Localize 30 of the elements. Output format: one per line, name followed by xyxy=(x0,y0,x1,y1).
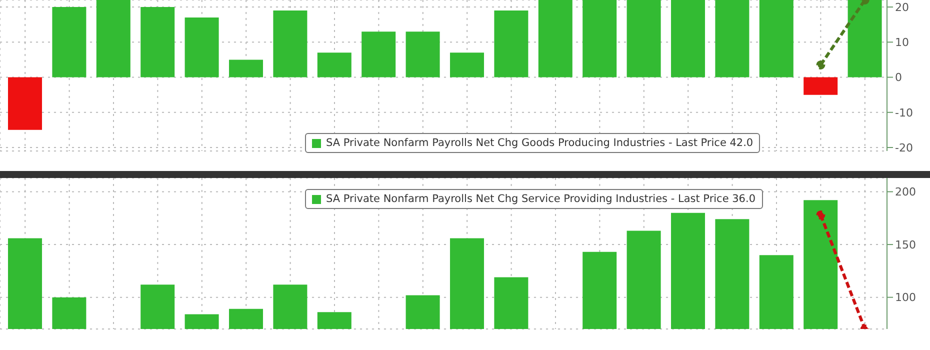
bar xyxy=(317,52,352,78)
bar xyxy=(715,0,750,78)
bar xyxy=(759,0,794,78)
bar xyxy=(450,52,484,78)
bar xyxy=(229,60,263,78)
legend-label: SA Private Nonfarm Payrolls Net Chg Goods Producing Industries - Last Price 42.0 xyxy=(326,137,754,149)
bar xyxy=(140,7,175,78)
bar xyxy=(96,0,130,78)
bar xyxy=(671,0,705,78)
y-tick-label: 200 xyxy=(895,186,916,199)
bar xyxy=(52,7,86,78)
legend-label: SA Private Nonfarm Payrolls Net Chg Service Providing Industries - Last Price 36.0 xyxy=(326,193,756,205)
bar xyxy=(406,32,440,78)
bar xyxy=(494,10,528,78)
bar xyxy=(8,77,42,130)
y-tick-label: 100 xyxy=(895,291,916,304)
y-tick-label: 150 xyxy=(895,238,916,252)
bar xyxy=(804,77,838,95)
bar xyxy=(582,0,617,78)
y-tick-label: 20 xyxy=(895,0,909,14)
y-tick-label: -10 xyxy=(895,106,913,120)
bar xyxy=(362,32,396,78)
bar xyxy=(184,18,219,78)
y-tick-label: 10 xyxy=(895,36,909,50)
y-tick-label: -20 xyxy=(895,141,913,154)
bar xyxy=(538,0,572,78)
y-tick-label: 0 xyxy=(895,71,902,84)
bar xyxy=(848,0,882,78)
bar xyxy=(273,10,308,78)
bar xyxy=(626,0,661,78)
